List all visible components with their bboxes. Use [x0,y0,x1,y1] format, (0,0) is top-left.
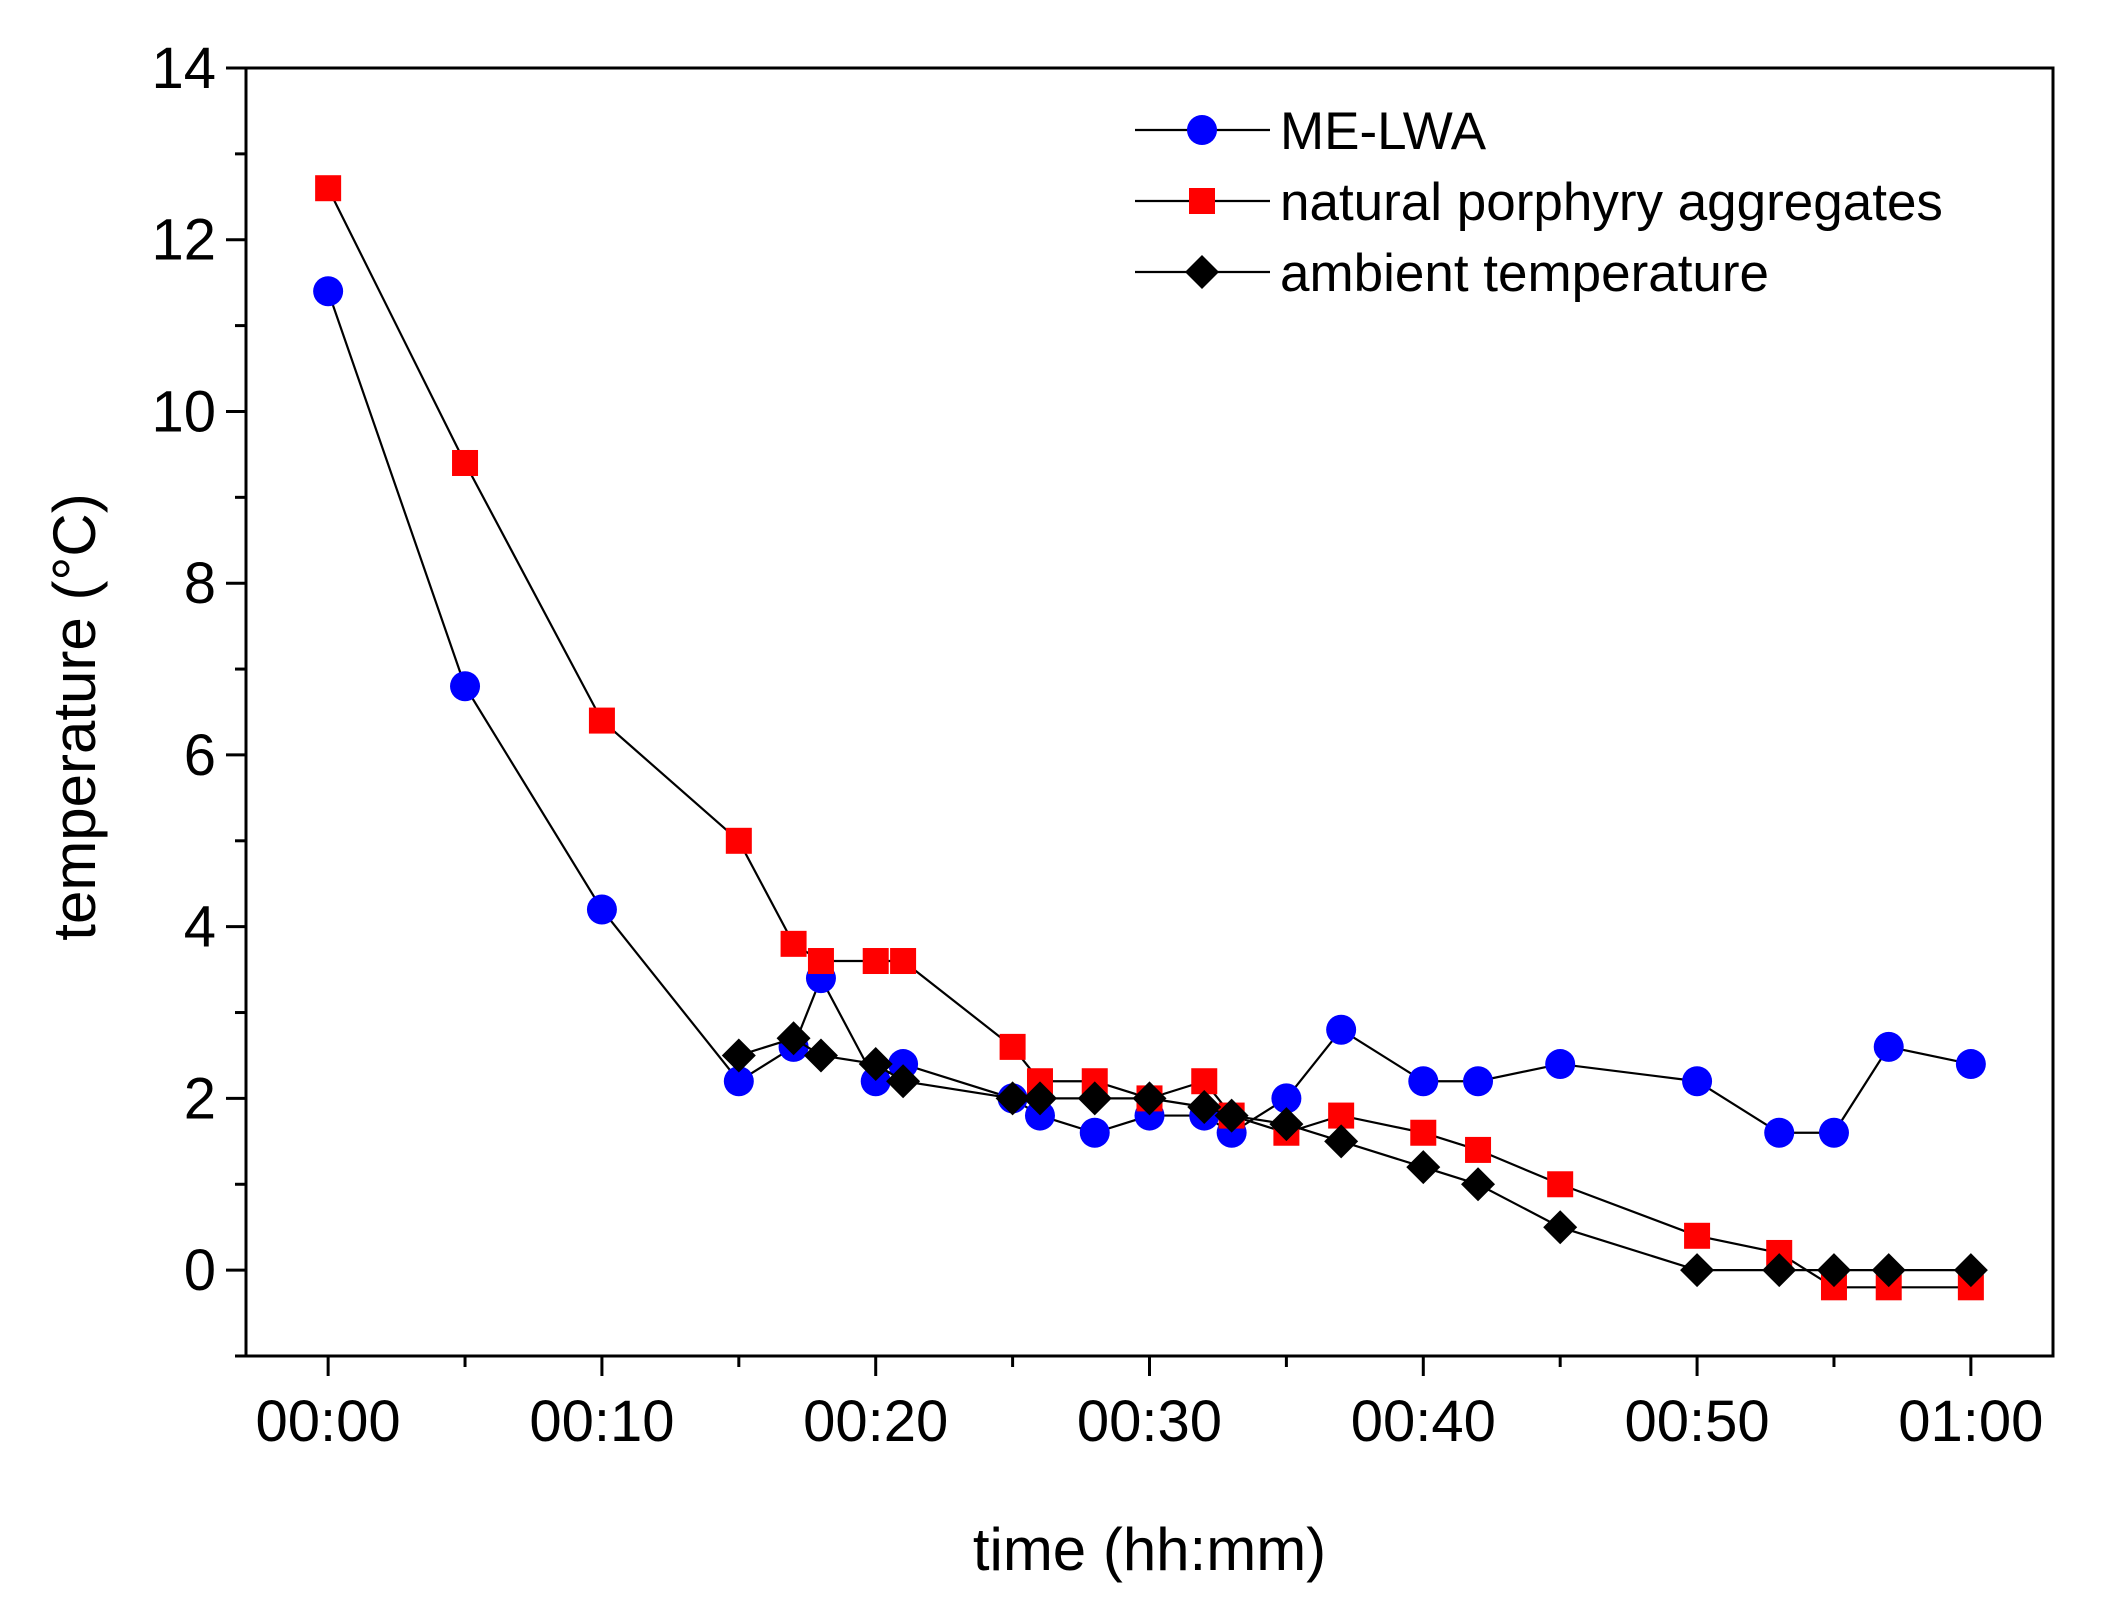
x-tick-label: 00:00 [256,1389,401,1454]
legend-marker-me-lwa [1187,115,1217,145]
legend: ME-LWA natural porphyry aggregates ambient… [1135,102,1943,303]
y-tick-label: 14 [151,36,216,101]
plot-frame [244,66,2055,1358]
y-tick-label: 2 [184,1066,216,1131]
y-tick-label: 6 [184,723,216,788]
data-point-ambient-temperature [1953,1253,1988,1288]
data-point-natural-porphyry-aggregates [315,175,342,202]
data-point-me-lwa [1545,1049,1576,1080]
data-point-natural-porphyry-aggregates [588,707,615,734]
data-point-ambient-temperature [1406,1150,1441,1185]
x-axis-title: time (hh:mm) [973,1516,1326,1583]
series-line-me-lwa [327,290,1972,1135]
data-point-ambient-temperature [1543,1210,1578,1245]
data-point-natural-porphyry-aggregates [725,827,752,854]
data-point-ambient-temperature [1762,1253,1797,1288]
data-point-ambient-temperature [721,1038,756,1073]
x-tick-label: 01:00 [1898,1389,2043,1454]
data-point-ambient-temperature [1132,1081,1167,1116]
data-point-natural-porphyry-aggregates [1465,1136,1492,1163]
data-point-me-lwa [1079,1117,1110,1148]
y-tick-label: 8 [184,551,216,616]
data-point-ambient-temperature [995,1081,1030,1116]
data-point-me-lwa [888,1049,919,1080]
data-point-natural-porphyry-aggregates [1684,1222,1711,1249]
series-layer [313,175,1988,1301]
series-natural-porphyry-aggregates [315,175,1984,1301]
x-tick-label: 00:50 [1624,1389,1769,1454]
data-point-ambient-temperature [1269,1107,1304,1142]
legend-item-ambient-temperature: ambient temperature [1135,244,1769,303]
legend-item-me-lwa: ME-LWA [1135,102,1487,161]
data-point-me-lwa [1408,1066,1439,1097]
data-point-ambient-temperature [1324,1124,1359,1159]
data-point-me-lwa [1955,1049,1986,1080]
data-point-natural-porphyry-aggregates [1328,1102,1355,1129]
data-point-natural-porphyry-aggregates [1191,1068,1218,1095]
legend-marker-natural-porphyry-aggregates [1189,188,1215,214]
data-point-me-lwa [586,894,617,925]
x-tick-label: 00:10 [529,1389,674,1454]
data-point-me-lwa [450,671,481,702]
data-point-ambient-temperature [1187,1089,1222,1124]
data-point-me-lwa [1463,1066,1494,1097]
data-point-me-lwa [1024,1100,1055,1131]
legend-marker-ambient-temperature [1185,255,1219,289]
data-point-natural-porphyry-aggregates [999,1033,1026,1060]
x-tick-label: 00:20 [803,1389,948,1454]
ticks-layer: 00:00 00:10 00:20 00:30 00:40 00:50 01:00 0 2 4 6 8… [151,36,2043,1454]
series-ambient-temperature [721,1021,1988,1288]
data-point-me-lwa [313,276,344,307]
y-tick-label: 4 [184,895,216,960]
data-point-ambient-temperature [776,1021,811,1056]
data-point-me-lwa [723,1066,754,1097]
data-point-me-lwa [1682,1066,1713,1097]
data-point-natural-porphyry-aggregates [1410,1119,1437,1146]
y-tick-label: 0 [184,1238,216,1303]
x-tick-label: 00:30 [1077,1389,1222,1454]
data-point-me-lwa [1271,1083,1302,1114]
legend-label: ambient temperature [1280,244,1769,303]
data-point-natural-porphyry-aggregates [1547,1171,1574,1198]
legend-label: natural porphyry aggregates [1280,173,1943,232]
data-point-me-lwa [1873,1031,1904,1062]
data-point-me-lwa [1818,1117,1849,1148]
legend-item-natural-porphyry-aggregates: natural porphyry aggregates [1135,173,1943,232]
legend-label: ME-LWA [1280,102,1487,161]
y-tick-label: 10 [151,379,216,444]
x-tick-label: 00:40 [1351,1389,1496,1454]
series-me-lwa [313,276,1986,1148]
data-point-me-lwa [1326,1014,1357,1045]
data-point-ambient-temperature [1871,1253,1906,1288]
data-point-me-lwa [860,1066,891,1097]
data-point-ambient-temperature [1214,1098,1249,1133]
data-point-ambient-temperature [1461,1167,1496,1202]
data-point-natural-porphyry-aggregates [780,930,807,957]
data-point-ambient-temperature [1680,1253,1715,1288]
y-axis-title: temperature (°C) [41,493,108,940]
data-point-natural-porphyry-aggregates [862,948,889,975]
data-point-me-lwa [1764,1117,1795,1148]
data-point-ambient-temperature [1022,1081,1057,1116]
data-point-natural-porphyry-aggregates [807,948,834,975]
data-point-ambient-temperature [886,1064,921,1099]
data-point-ambient-temperature [1077,1081,1112,1116]
data-point-ambient-temperature [803,1038,838,1073]
series-line-ambient-temperature [738,1037,1971,1272]
data-point-ambient-temperature [1816,1253,1851,1288]
data-point-ambient-temperature [858,1047,893,1082]
data-point-natural-porphyry-aggregates [890,948,917,975]
y-tick-label: 12 [151,208,216,273]
series-line-natural-porphyry-aggregates [327,187,1971,1289]
data-point-natural-porphyry-aggregates [452,449,479,476]
